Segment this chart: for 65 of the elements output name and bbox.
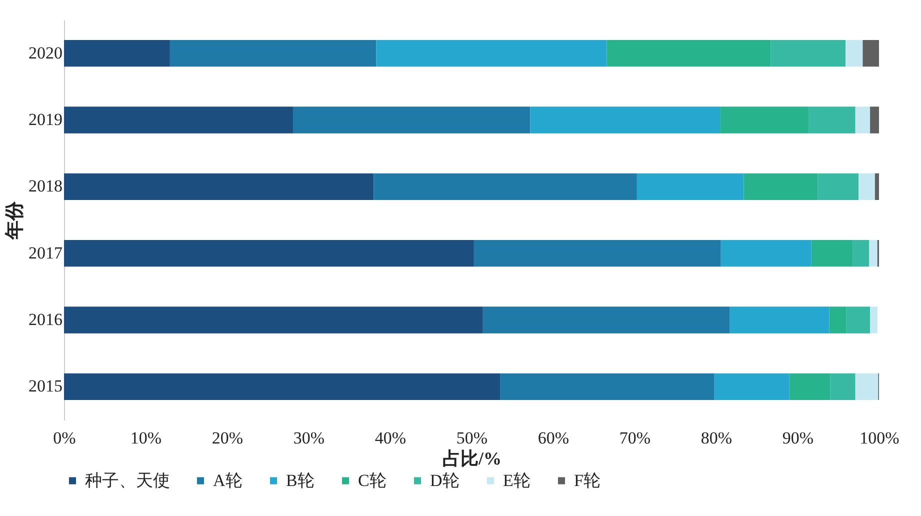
x-tick-label: 40% bbox=[374, 428, 406, 448]
bar bbox=[855, 106, 870, 134]
x-tick-label: 80% bbox=[700, 428, 732, 448]
bar bbox=[830, 373, 856, 400]
bar bbox=[64, 306, 483, 334]
x-tick-label: 30% bbox=[293, 428, 325, 448]
bar bbox=[482, 306, 730, 334]
y-tick-label: 2019 bbox=[28, 110, 62, 129]
y-tick-label: 2017 bbox=[28, 243, 63, 262]
y-tick-label: 2020 bbox=[28, 43, 62, 62]
bar bbox=[170, 40, 376, 67]
bar bbox=[714, 373, 790, 400]
bar bbox=[846, 306, 870, 334]
bar bbox=[829, 306, 846, 334]
x-axis-title: 占比/% bbox=[442, 448, 502, 468]
bar bbox=[720, 240, 812, 267]
bar bbox=[64, 173, 374, 200]
bar bbox=[874, 173, 879, 200]
bar bbox=[858, 173, 875, 200]
legend-label: A轮 bbox=[213, 470, 242, 490]
bar bbox=[64, 40, 170, 67]
bar bbox=[720, 106, 809, 134]
y-axis-title: 年份 bbox=[4, 200, 26, 240]
x-tick-label: 70% bbox=[619, 428, 651, 448]
bar bbox=[744, 173, 818, 200]
bar bbox=[869, 240, 878, 267]
bar bbox=[862, 40, 879, 67]
x-tick-label: 20% bbox=[212, 428, 244, 448]
y-tick-label: 2016 bbox=[28, 310, 62, 329]
y-tick-label: 2018 bbox=[28, 176, 62, 196]
legend-label: E轮 bbox=[503, 470, 530, 490]
bar bbox=[770, 40, 846, 67]
legend-label: D轮 bbox=[430, 470, 460, 490]
bar bbox=[636, 173, 744, 200]
bar bbox=[870, 106, 879, 134]
x-tick-label: 10% bbox=[130, 428, 162, 448]
bar bbox=[730, 306, 830, 334]
bar bbox=[855, 373, 878, 400]
legend-label: C轮 bbox=[358, 470, 386, 490]
bar bbox=[64, 240, 474, 267]
bar bbox=[293, 106, 530, 134]
y-tick-label: 2015 bbox=[28, 376, 62, 396]
legend-label: F轮 bbox=[574, 470, 600, 490]
bar bbox=[64, 106, 294, 134]
bar bbox=[811, 240, 853, 267]
x-tick-label: 90% bbox=[782, 428, 814, 448]
bar bbox=[374, 173, 637, 200]
bar bbox=[846, 40, 863, 67]
bar bbox=[530, 106, 720, 134]
bar bbox=[500, 373, 714, 400]
bar bbox=[64, 373, 500, 400]
x-tick-label: 60% bbox=[538, 428, 570, 448]
x-tick-label: 50% bbox=[456, 428, 488, 448]
bar bbox=[376, 40, 607, 67]
legend-label: 种子、天使 bbox=[85, 470, 170, 490]
legend-label: B轮 bbox=[286, 470, 314, 490]
bar bbox=[852, 240, 870, 267]
bar bbox=[789, 373, 830, 400]
bar bbox=[474, 240, 721, 267]
x-tick-label: 0% bbox=[53, 428, 76, 448]
bar bbox=[606, 40, 771, 67]
bar bbox=[818, 173, 859, 200]
bar bbox=[870, 306, 878, 334]
x-tick-label: 100% bbox=[860, 428, 900, 448]
bar bbox=[808, 106, 856, 134]
